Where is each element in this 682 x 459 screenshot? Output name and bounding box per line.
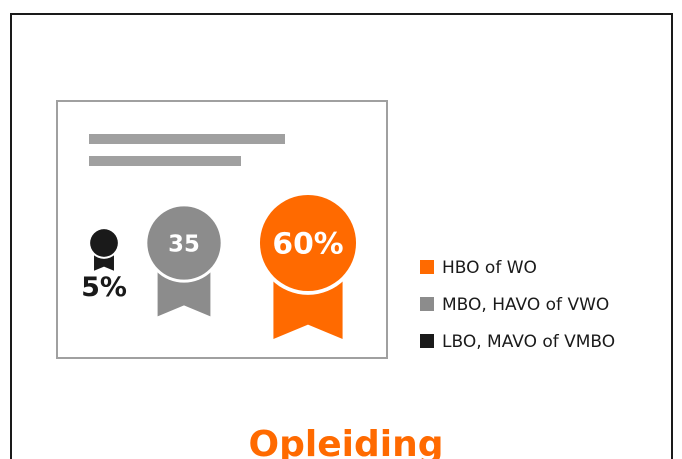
legend-swatch (420, 260, 434, 274)
badge (259, 194, 357, 292)
placeholder-line (89, 134, 285, 144)
legend-swatch (420, 334, 434, 348)
badge (147, 206, 221, 280)
chart-title: Opleiding (249, 424, 444, 459)
legend-label: MBO, HAVO of VWO (442, 295, 609, 315)
value-label: 60% (272, 227, 343, 262)
value-label: 35 (168, 232, 200, 258)
placeholder-line (89, 156, 241, 166)
frame (10, 13, 673, 459)
badge (90, 229, 118, 257)
value-label: 5% (81, 272, 127, 303)
legend-swatch (420, 297, 434, 311)
legend-label: HBO of WO (442, 258, 537, 278)
legend-label: LBO, MAVO of VMBO (442, 332, 615, 352)
